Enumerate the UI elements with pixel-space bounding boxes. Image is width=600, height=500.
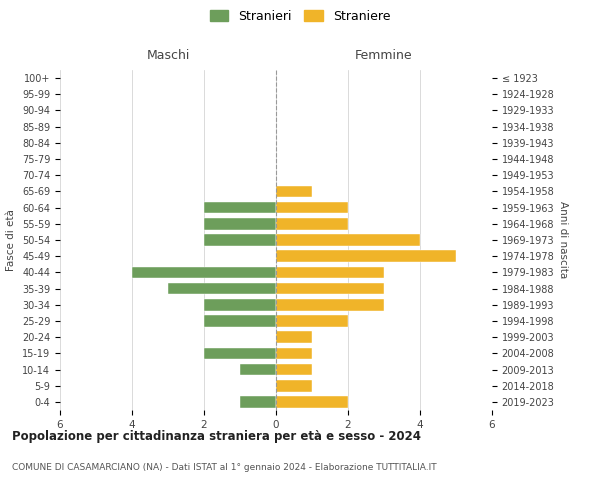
Bar [204,315,276,327]
Y-axis label: Anni di nascita: Anni di nascita [559,202,568,278]
Bar [276,186,312,198]
Bar [276,202,348,213]
Bar [276,315,348,327]
Bar [276,282,384,294]
Text: COMUNE DI CASAMARCIANO (NA) - Dati ISTAT al 1° gennaio 2024 - Elaborazione TUTTI: COMUNE DI CASAMARCIANO (NA) - Dati ISTAT… [12,463,437,472]
Bar [204,299,276,310]
Bar [132,266,276,278]
Bar [276,348,312,359]
Bar [276,218,348,230]
Bar [204,234,276,246]
Y-axis label: Fasce di età: Fasce di età [7,209,16,271]
Legend: Stranieri, Straniere: Stranieri, Straniere [205,5,395,28]
Bar [276,332,312,343]
Bar [168,282,276,294]
Bar [276,380,312,392]
Bar [240,364,276,376]
Bar [240,396,276,407]
Bar [276,364,312,376]
Bar [276,299,384,310]
Bar [204,218,276,230]
Text: Femmine: Femmine [355,50,413,62]
Bar [204,348,276,359]
Bar [276,266,384,278]
Text: Maschi: Maschi [146,50,190,62]
Bar [204,202,276,213]
Bar [276,396,348,407]
Bar [276,250,456,262]
Bar [276,234,420,246]
Text: Popolazione per cittadinanza straniera per età e sesso - 2024: Popolazione per cittadinanza straniera p… [12,430,421,443]
